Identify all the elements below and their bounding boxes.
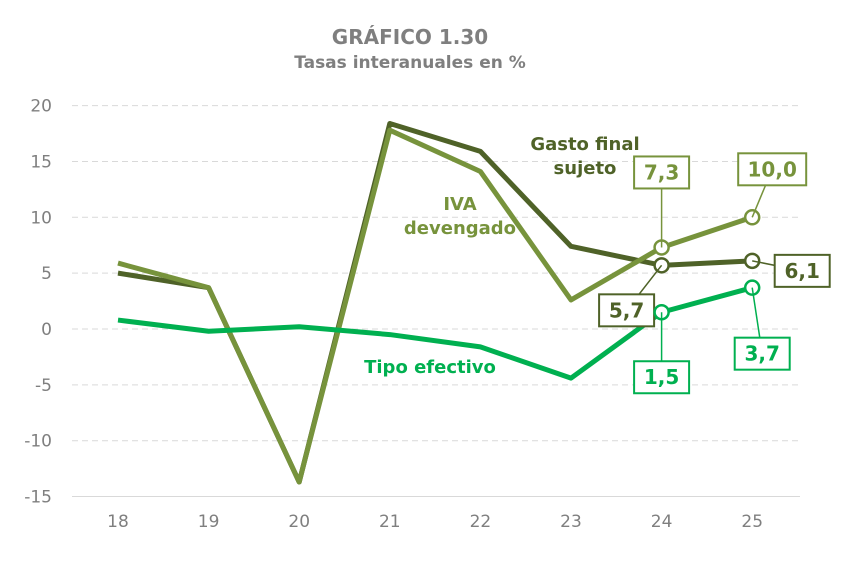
data-label-box	[773, 253, 831, 288]
x-tick-label: 21	[379, 512, 401, 532]
data-label: 6,1	[784, 259, 819, 283]
x-tick-label: 25	[741, 512, 763, 532]
y-tick-label: 15	[30, 152, 52, 172]
x-tick-label: 23	[560, 512, 582, 532]
series-label: Tipo efectivo	[364, 357, 496, 378]
series-label: sujeto	[554, 158, 617, 179]
y-tick-label: -15	[24, 488, 52, 508]
data-label: 5,7	[609, 298, 644, 322]
series-label: devengado	[404, 218, 516, 239]
data-label-box	[598, 293, 656, 328]
y-tick-label: 10	[30, 208, 52, 228]
series-line-1	[117, 127, 753, 485]
y-tick-label: 0	[41, 320, 52, 340]
y-tick-label: 5	[41, 264, 52, 284]
chart-subtitle: Tasas interanuales en %	[294, 53, 526, 73]
x-tick-label: 19	[198, 512, 220, 532]
data-label: 7,3	[644, 160, 679, 184]
x-tick-label: 20	[288, 512, 310, 532]
data-label-box	[733, 336, 791, 371]
series-label: Gasto final	[530, 134, 639, 155]
data-label: 3,7	[744, 342, 779, 366]
x-tick-label: 24	[651, 512, 673, 532]
y-tick-label: -10	[24, 432, 52, 452]
data-label-box	[633, 155, 691, 190]
x-tick-label: 18	[107, 512, 129, 532]
data-label: 1,5	[644, 365, 679, 389]
y-tick-label: -5	[35, 376, 52, 396]
chart-title: GRÁFICO 1.30	[332, 25, 488, 49]
x-tick-label: 22	[470, 512, 492, 532]
y-tick-label: 20	[30, 97, 52, 117]
data-label-box	[737, 152, 808, 187]
data-label-box	[633, 360, 691, 395]
data-label: 10,0	[748, 157, 797, 181]
series-label: IVA	[443, 194, 476, 215]
